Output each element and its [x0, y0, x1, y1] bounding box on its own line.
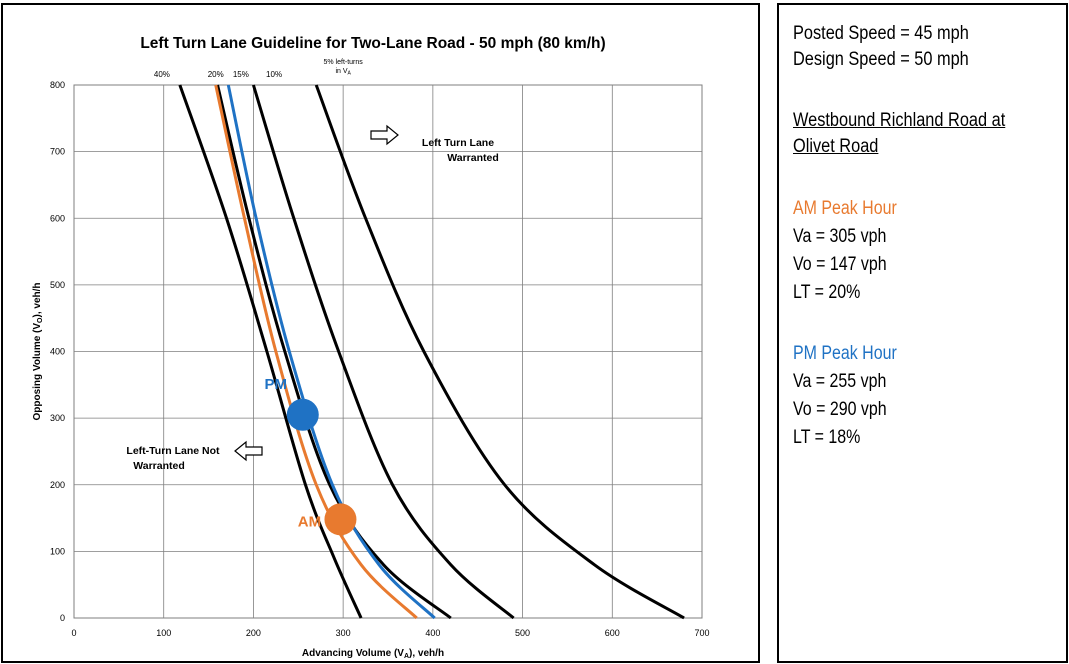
posted-speed: Posted Speed = 45 mph [793, 23, 969, 44]
curve-label-10: 10% [266, 70, 282, 79]
y-tick-label: 700 [50, 147, 65, 157]
pm-peak-title: PM Peak Hour [793, 343, 897, 364]
point-am [324, 503, 357, 536]
x-tick-label: 200 [246, 628, 261, 638]
y-tick-label: 100 [50, 546, 65, 556]
y-tick-label: 500 [50, 280, 65, 290]
point-label-pm: PM [265, 376, 288, 393]
point-label-am: AM [298, 513, 321, 530]
y-axis-label: Opposing Volume (VO), veh/h [32, 282, 44, 420]
curve-18- [226, 84, 436, 620]
info-panel: Posted Speed = 45 mph Design Speed = 50 … [777, 3, 1068, 663]
curve-5-left-turns-in-v-a [314, 84, 685, 620]
curve-label-40: 40% [154, 70, 170, 79]
curve-40- [178, 84, 363, 619]
am-va: Va = 305 vph [793, 226, 887, 247]
left-turn-lane-chart: 0 100 200 300 400 500 600 700 0 100 200 300 400 500 60… [32, 35, 710, 660]
curve-label-20: 20% [208, 70, 224, 79]
pm-va: Va = 255 vph [793, 371, 887, 392]
am-vo: Vo = 147 vph [793, 254, 887, 275]
location-line2: Olivet Road [793, 136, 879, 157]
y-tick-label: 600 [50, 213, 65, 223]
x-tick-label: 0 [71, 628, 76, 638]
curve-label-5-line1: 5% left-turns [323, 59, 363, 66]
x-tick-label: 400 [425, 628, 440, 638]
point-pm [286, 398, 319, 431]
y-tick-label: 400 [50, 347, 65, 357]
location-line1: Westbound Richland Road at [793, 110, 1006, 131]
not-warranted-label-line2: Warranted [133, 460, 185, 472]
curve-15- [216, 84, 452, 620]
not-warranted-label-line1: Left-Turn Lane Not [126, 445, 220, 457]
x-tick-label: 300 [336, 628, 351, 638]
y-tick-label: 800 [50, 80, 65, 90]
y-tick-label: 300 [50, 413, 65, 423]
curve-label-5-line2: in VA [335, 68, 351, 77]
x-tick-label: 600 [605, 628, 620, 638]
warranted-arrow [370, 124, 399, 146]
am-lt: LT = 20% [793, 282, 861, 303]
am-peak-title: AM Peak Hour [793, 198, 897, 219]
x-tick-label: 500 [515, 628, 530, 638]
not-warranted-arrow [234, 440, 263, 462]
y-tick-label: 200 [50, 480, 65, 490]
x-tick-label: 700 [694, 628, 709, 638]
design-speed: Design Speed = 50 mph [793, 49, 969, 70]
warranted-label-line1: Left Turn Lane [422, 137, 494, 149]
chart-panel: 0 100 200 300 400 500 600 700 0 100 200 300 400 500 60… [1, 3, 760, 663]
pm-vo: Vo = 290 vph [793, 399, 887, 420]
pm-lt: LT = 18% [793, 427, 861, 448]
warranted-label-line2: Warranted [447, 152, 499, 164]
y-tick-label: 0 [60, 613, 65, 623]
x-axis-label: Advancing Volume (VA), veh/h [302, 648, 444, 660]
chart-title: Left Turn Lane Guideline for Two-Lane Ro… [140, 35, 605, 52]
curve-20- [214, 84, 418, 620]
curve-10- [251, 84, 515, 620]
curve-label-15: 15% [233, 70, 249, 79]
x-tick-label: 100 [156, 628, 171, 638]
